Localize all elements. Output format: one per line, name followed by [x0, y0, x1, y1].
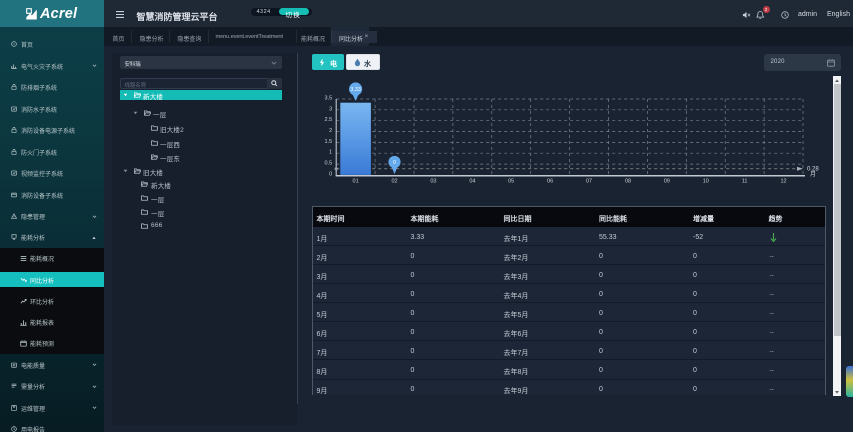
- svg-text:2: 2: [329, 128, 332, 134]
- svg-text:07: 07: [586, 179, 592, 185]
- svg-text:03: 03: [430, 179, 436, 185]
- svg-text:12: 12: [780, 179, 786, 185]
- svg-text:0.5: 0.5: [325, 161, 333, 167]
- svg-text:2.5: 2.5: [325, 117, 333, 123]
- svg-text:01: 01: [353, 179, 359, 185]
- svg-text:0: 0: [393, 160, 396, 166]
- svg-text:月: 月: [810, 171, 816, 178]
- svg-text:08: 08: [625, 179, 631, 185]
- svg-text:1.5: 1.5: [325, 139, 333, 145]
- svg-text:3.33: 3.33: [350, 87, 361, 93]
- svg-text:04: 04: [469, 179, 475, 185]
- svg-text:0.28: 0.28: [807, 166, 819, 172]
- svg-text:05: 05: [508, 179, 514, 185]
- svg-text:09: 09: [664, 179, 670, 185]
- svg-text:3: 3: [329, 106, 332, 112]
- svg-text:06: 06: [547, 179, 553, 185]
- svg-text:3.5: 3.5: [325, 96, 333, 102]
- svg-text:1: 1: [329, 150, 332, 156]
- svg-text:11: 11: [742, 179, 748, 185]
- svg-text:02: 02: [391, 179, 397, 185]
- svg-text:0: 0: [329, 171, 332, 177]
- svg-text:10: 10: [703, 179, 709, 185]
